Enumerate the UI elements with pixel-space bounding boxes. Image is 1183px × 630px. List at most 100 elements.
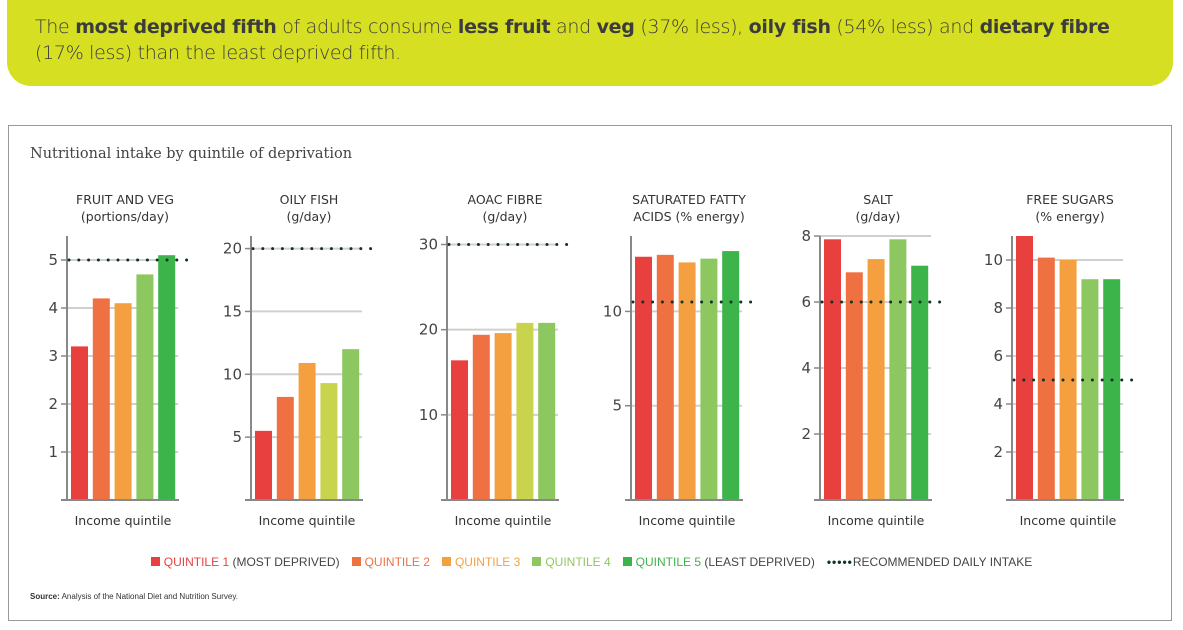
key-finding-text: The most deprived fifth of adults consum… [35, 14, 1115, 66]
y-tick-label: 10 [419, 406, 438, 424]
y-tick-label: 8 [801, 227, 811, 245]
panel-unit: (g/day) [856, 209, 901, 224]
source-note: Source: Analysis of the National Diet an… [30, 592, 238, 601]
emphasis-text: less fruit [457, 16, 551, 38]
y-tick-label: 20 [223, 240, 242, 258]
panel-unit: (g/day) [287, 209, 332, 224]
bar-5 [342, 349, 360, 500]
legend-swatch [351, 557, 361, 566]
legend-label: QUINTILE 4 [545, 555, 611, 569]
legend-swatch [150, 557, 160, 566]
x-axis-label: Income quintile [75, 513, 172, 528]
banner-text-segment: (54% less) and [830, 16, 980, 38]
x-axis-label: Income quintile [455, 513, 552, 528]
bar-2 [276, 396, 294, 500]
legend: QUINTILE 1 (MOST DEPRIVED) QUINTILE 2 QUIN… [0, 555, 1183, 569]
emphasis-text: dietary fibre [979, 16, 1110, 38]
bar-3 [494, 333, 512, 500]
y-tick-label: 5 [48, 251, 58, 269]
y-tick-label: 2 [993, 443, 1003, 461]
bar-4 [320, 383, 338, 500]
legend-item-quintile-3: QUINTILE 3 [441, 555, 521, 569]
y-tick-label: 2 [801, 425, 811, 443]
banner-text-segment: (17% less) than the least deprived fifth… [35, 42, 401, 64]
bar-2 [1037, 257, 1055, 500]
legend-swatch [532, 557, 542, 566]
bar-3 [1059, 260, 1077, 500]
banner-text-segment: of adults consume [276, 16, 458, 38]
y-tick-label: 6 [801, 293, 811, 311]
bar-2 [845, 272, 863, 500]
panel-unit: ACIDS (% energy) [633, 209, 744, 224]
bar-5 [911, 265, 929, 500]
y-tick-label: 5 [612, 397, 622, 415]
y-tick-label: 15 [223, 302, 242, 320]
legend-item-recommended: •••••RECOMMENDED DAILY INTAKE [827, 555, 1032, 569]
banner-text-segment: and [550, 16, 597, 38]
banner-text-segment: The [35, 16, 76, 38]
y-tick-label: 10 [984, 251, 1003, 269]
legend-item-quintile-1: QUINTILE 1 (MOST DEPRIVED) [150, 555, 340, 569]
legend-label: QUINTILE 2 [364, 555, 430, 569]
bar-3 [114, 303, 132, 500]
emphasis-text: oily fish [748, 16, 831, 38]
key-finding-banner: The most deprived fifth of adults consum… [7, 0, 1173, 86]
bar-5 [538, 322, 556, 500]
bar-4 [700, 258, 718, 500]
y-tick-label: 2 [48, 395, 58, 413]
y-tick-label: 20 [419, 321, 438, 339]
emphasis-text: most deprived fifth [75, 16, 277, 38]
emphasis-text: veg [596, 16, 635, 38]
y-tick-label: 10 [603, 302, 622, 320]
x-axis-label: Income quintile [639, 513, 736, 528]
bar-3 [867, 259, 885, 500]
x-axis-label: Income quintile [1020, 513, 1117, 528]
bar-2 [92, 298, 110, 500]
y-tick-label: 6 [993, 347, 1003, 365]
bar-5 [722, 251, 740, 500]
bar-1 [451, 360, 468, 500]
bar-4 [516, 322, 534, 500]
legend-item-quintile-4: QUINTILE 4 [532, 555, 611, 569]
figure-frame [8, 125, 1172, 621]
bar-1 [71, 346, 88, 500]
dotted-line-icon: ••••• [826, 555, 853, 569]
y-tick-label: 10 [223, 365, 242, 383]
bar-4 [889, 239, 907, 501]
panel-title: OILY FISH [280, 192, 339, 207]
bar-5 [158, 255, 176, 500]
legend-label: QUINTILE 1 [163, 555, 230, 569]
x-axis-label: Income quintile [828, 513, 925, 528]
panel-title: AOAC FIBRE [467, 192, 542, 207]
y-tick-label: 30 [419, 236, 438, 254]
panel-title: SATURATED FATTY [632, 192, 746, 207]
y-tick-label: 5 [232, 428, 242, 446]
banner-text-segment: (37% less), [634, 16, 749, 38]
bar-1 [635, 256, 652, 500]
bar-1 [255, 430, 272, 500]
panel-title: FREE SUGARS [1026, 192, 1114, 207]
figure-title: Nutritional intake by quintile of depriv… [30, 146, 353, 162]
legend-label: QUINTILE 5 [635, 555, 702, 569]
legend-suffix: (MOST DEPRIVED) [229, 555, 340, 569]
y-tick-label: 1 [48, 443, 58, 461]
y-tick-label: 4 [993, 395, 1003, 413]
bar-4 [136, 274, 154, 500]
legend-swatch [622, 557, 632, 566]
panel-title: FRUIT AND VEG [76, 192, 174, 207]
y-tick-label: 3 [48, 347, 58, 365]
legend-item-quintile-2: QUINTILE 2 [351, 555, 430, 569]
panel-unit: (g/day) [483, 209, 528, 224]
y-tick-label: 4 [48, 299, 58, 317]
panel-unit: (portions/day) [81, 209, 169, 224]
bar-2 [472, 334, 490, 500]
legend-item-quintile-5: QUINTILE 5 (LEAST DEPRIVED) [622, 555, 815, 569]
source-text: Analysis of the National Diet and Nutrit… [59, 592, 238, 601]
bar-2 [656, 254, 674, 500]
legend-label: QUINTILE 3 [454, 555, 521, 569]
y-tick-label: 8 [993, 299, 1003, 317]
y-tick-label: 4 [801, 359, 811, 377]
bar-3 [298, 362, 316, 500]
bar-1 [824, 239, 841, 501]
